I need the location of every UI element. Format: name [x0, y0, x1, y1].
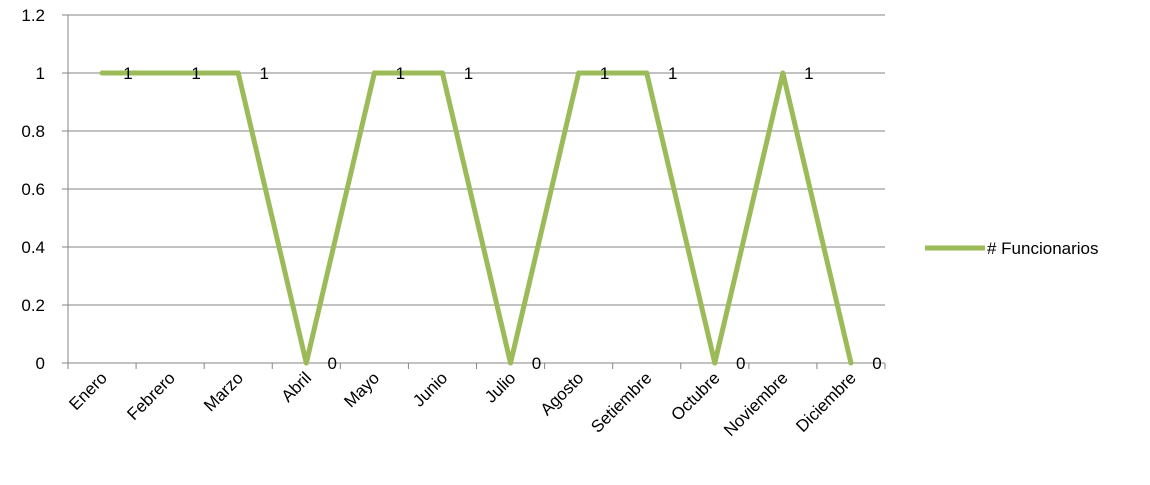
y-tick-label: 0.8	[21, 122, 45, 141]
data-point	[303, 360, 309, 366]
data-point	[167, 70, 173, 76]
data-point	[439, 70, 445, 76]
x-tick-label: Mayo	[340, 368, 383, 411]
legend-label-funcionarios: # Funcionarios	[987, 239, 1099, 258]
data-point	[712, 360, 718, 366]
y-tick-label: 0.6	[21, 180, 45, 199]
x-tick-label: Abril	[278, 368, 315, 405]
x-tick-label: Diciembre	[792, 368, 860, 436]
y-tick-label: 0.2	[21, 296, 45, 315]
x-axis-tick-labels: Enero Febrero Marzo Abril Mayo Junio Julio Agos…	[65, 368, 859, 440]
data-point	[508, 360, 514, 366]
x-tick-label: Enero	[65, 368, 111, 414]
x-tick-label: Febrero	[123, 368, 179, 424]
data-point	[644, 70, 650, 76]
y-tick-label: 1.2	[21, 6, 45, 25]
data-label: 0	[532, 354, 541, 373]
legend: # Funcionarios	[925, 239, 1099, 258]
data-label: 0	[328, 354, 337, 373]
series-group	[99, 70, 854, 366]
data-label: 1	[668, 64, 677, 83]
data-label: 1	[464, 64, 473, 83]
data-label: 1	[123, 64, 132, 83]
data-point	[371, 70, 377, 76]
x-tick-label: Agosto	[537, 368, 588, 419]
data-label: 1	[600, 64, 609, 83]
axes	[62, 14, 886, 369]
y-tick-label: 0.4	[21, 238, 45, 257]
x-tick-label: Marzo	[200, 368, 247, 415]
x-tick-label: Junio	[409, 368, 451, 410]
data-label: 1	[396, 64, 405, 83]
data-point	[99, 70, 105, 76]
series-line-funcionarios	[102, 70, 854, 366]
data-point	[780, 70, 786, 76]
data-label: 0	[872, 354, 881, 373]
data-point	[848, 360, 854, 366]
data-label: 1	[804, 64, 813, 83]
x-tick-label: Setiembre	[587, 368, 655, 436]
x-tick-label: Octubre	[667, 368, 723, 424]
x-tick-label: Julio	[481, 368, 519, 406]
data-point	[576, 70, 582, 76]
data-label: 0	[736, 354, 745, 373]
data-labels: 1 1 1 0 1 1 0 1 1 0 1 0	[123, 64, 881, 373]
data-point	[235, 70, 241, 76]
data-label: 1	[191, 64, 200, 83]
x-tick-label: Noviembre	[720, 368, 792, 440]
data-label: 1	[259, 64, 268, 83]
y-tick-label: 1	[36, 64, 45, 83]
y-axis-tick-labels: 0 0.2 0.4 0.6 0.8 1 1.2	[21, 6, 45, 373]
y-tick-label: 0	[36, 354, 45, 373]
